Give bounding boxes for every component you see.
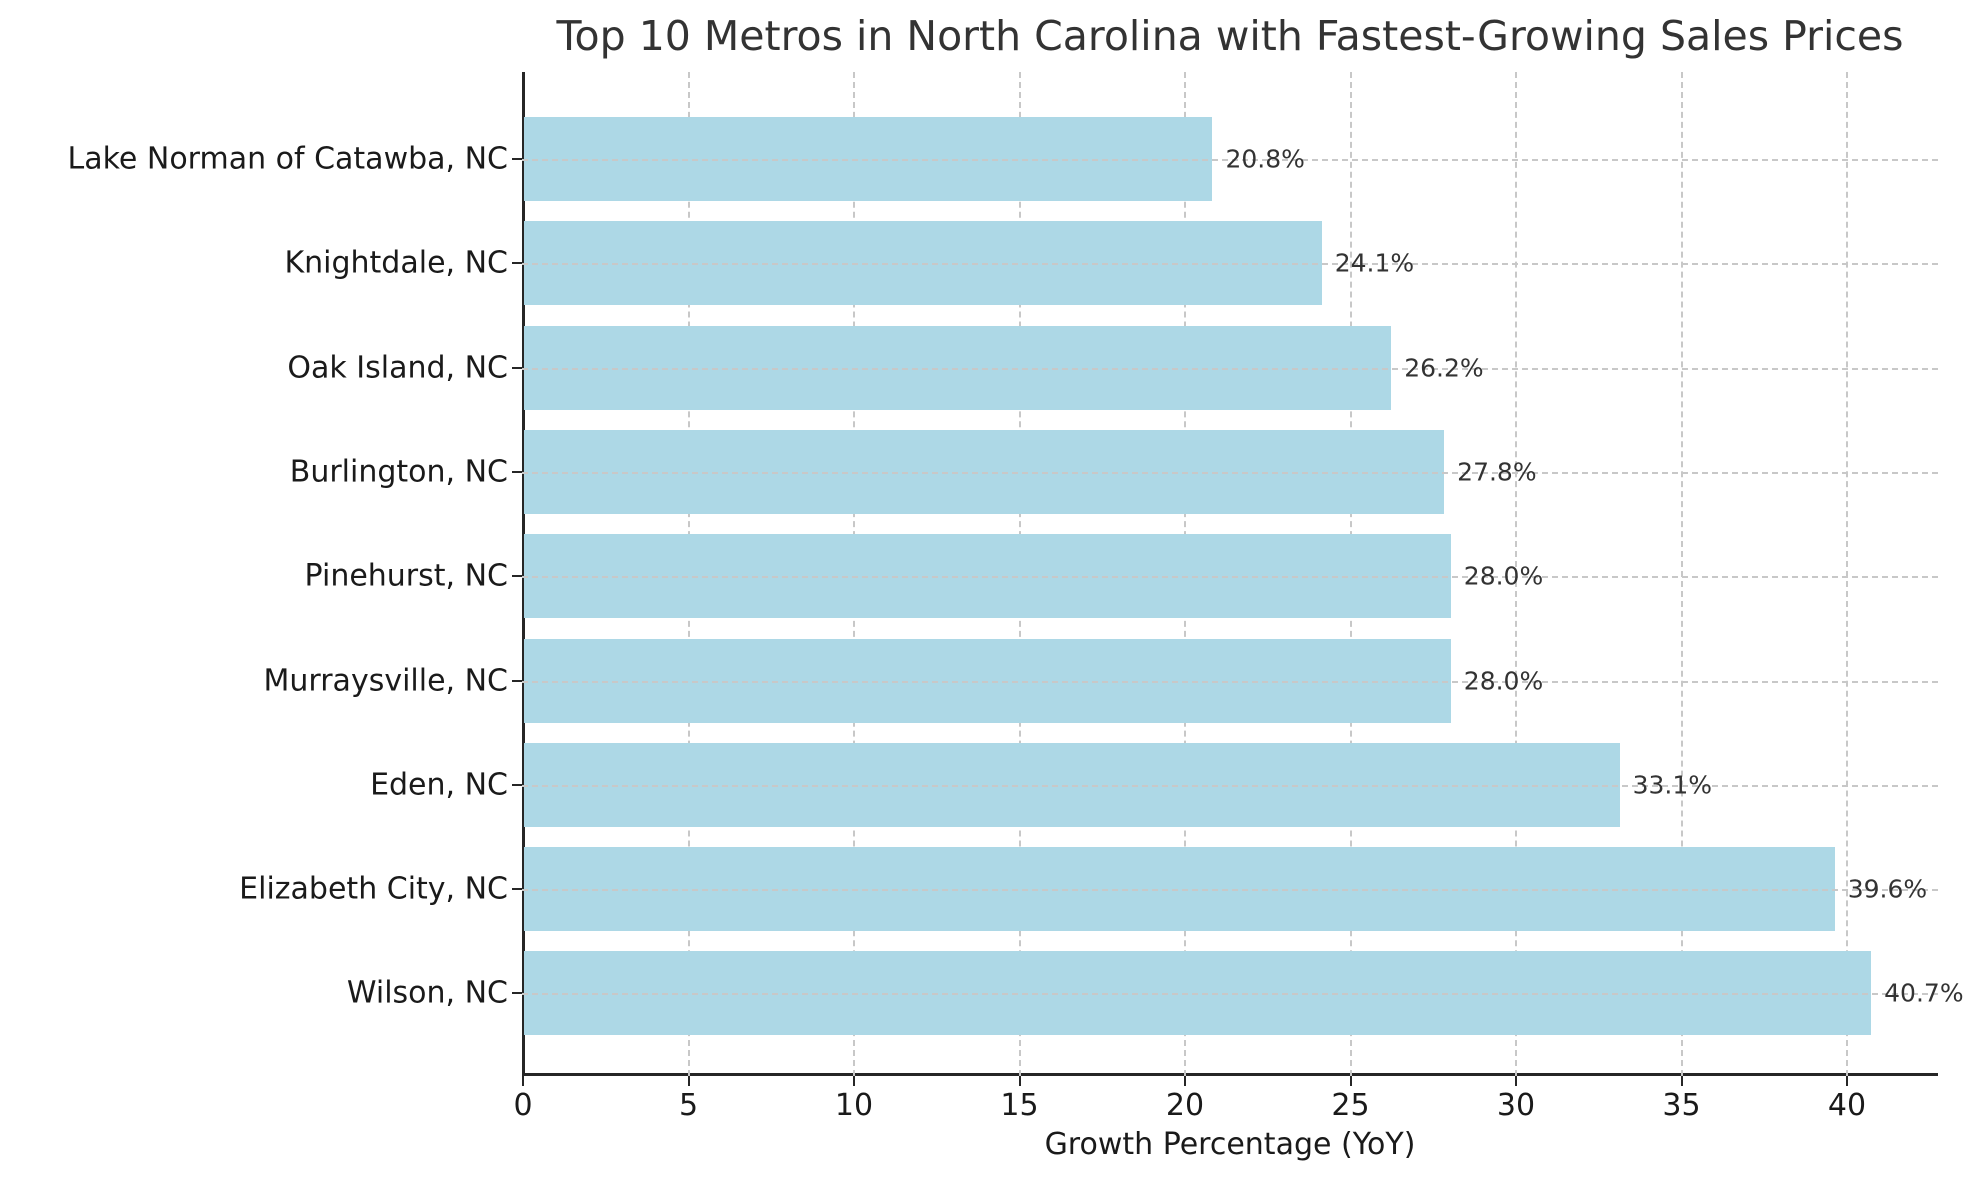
x-tick	[687, 1076, 690, 1086]
x-tick	[522, 1076, 524, 1086]
x-gridline	[1846, 72, 1848, 1076]
y-tick	[512, 679, 522, 682]
x-tick	[1349, 1076, 1352, 1086]
y-tick-label: Pinehurst, NC	[304, 558, 508, 594]
x-tick	[1515, 1076, 1517, 1086]
y-gridline	[522, 159, 1938, 161]
bar-value-label: 33.1%	[1632, 770, 1713, 800]
bar-value-label: 39.6%	[1847, 874, 1928, 904]
y-tick-label: Burlington, NC	[289, 454, 508, 490]
y-tick	[512, 783, 522, 786]
y-tick-label: Eden, NC	[370, 767, 508, 803]
y-gridline	[522, 993, 1938, 996]
y-tick	[512, 158, 522, 160]
y-gridline	[522, 576, 1938, 579]
y-tick	[512, 888, 522, 891]
y-tick	[512, 366, 522, 369]
x-tick-label: 25	[1331, 1088, 1370, 1123]
bar-value-label: 20.8%	[1225, 144, 1305, 174]
y-gridline	[522, 471, 1938, 474]
bar-value-label: 24.1%	[1334, 248, 1415, 278]
x-gridline	[1680, 72, 1683, 1076]
y-axis-line	[522, 72, 525, 1076]
x-tick-label: 20	[1165, 1088, 1205, 1123]
y-gridline	[522, 367, 1938, 370]
bar-value-label: 40.7%	[1884, 978, 1964, 1008]
y-gridline	[522, 263, 1938, 266]
x-tick	[1680, 1076, 1683, 1086]
x-axis-title: Growth Percentage (YoY)	[1044, 1127, 1416, 1162]
x-tick-label: 30	[1496, 1088, 1536, 1123]
bar-value-label: 27.8%	[1457, 457, 1537, 487]
y-tick-label: Murraysville, NC	[263, 663, 508, 698]
x-tick-label: 40	[1827, 1088, 1867, 1123]
bar-value-label: 26.2%	[1404, 353, 1484, 383]
x-tick	[853, 1076, 855, 1086]
x-tick	[1846, 1076, 1848, 1086]
x-gridline	[1515, 72, 1517, 1076]
x-axis-line	[522, 1073, 1938, 1076]
plot-area: 0 5 10 15 20 25 30 35 40 Lake Norman of Catawba, …	[67, 72, 1964, 1123]
y-gridline	[522, 784, 1938, 787]
y-gridline	[522, 889, 1938, 892]
x-tick-label: 0	[513, 1088, 533, 1123]
x-tick-label: 10	[834, 1088, 874, 1123]
y-tick	[512, 470, 522, 473]
chart-title: Top 10 Metros in North Carolina with Fas…	[556, 12, 1904, 60]
y-tick-label: Knightdale, NC	[284, 245, 508, 281]
x-tick	[1018, 1076, 1021, 1086]
y-tick	[512, 575, 522, 578]
y-tick	[512, 992, 522, 995]
x-tick-label: 15	[1000, 1088, 1039, 1123]
bar-value-label: 28.0%	[1463, 561, 1544, 591]
y-tick	[512, 262, 522, 265]
x-tick-label: 35	[1662, 1088, 1701, 1123]
y-tick-label: Lake Norman of Catawba, NC	[67, 141, 508, 177]
bar-value-label: 28.0%	[1463, 666, 1544, 695]
x-tick	[1184, 1076, 1186, 1086]
x-tick-label: 5	[678, 1088, 699, 1123]
y-tick-label: Wilson, NC	[346, 975, 508, 1011]
y-tick-label: Elizabeth City, NC	[239, 871, 508, 907]
y-gridline	[522, 680, 1938, 683]
y-tick-label: Oak Island, NC	[287, 350, 508, 386]
